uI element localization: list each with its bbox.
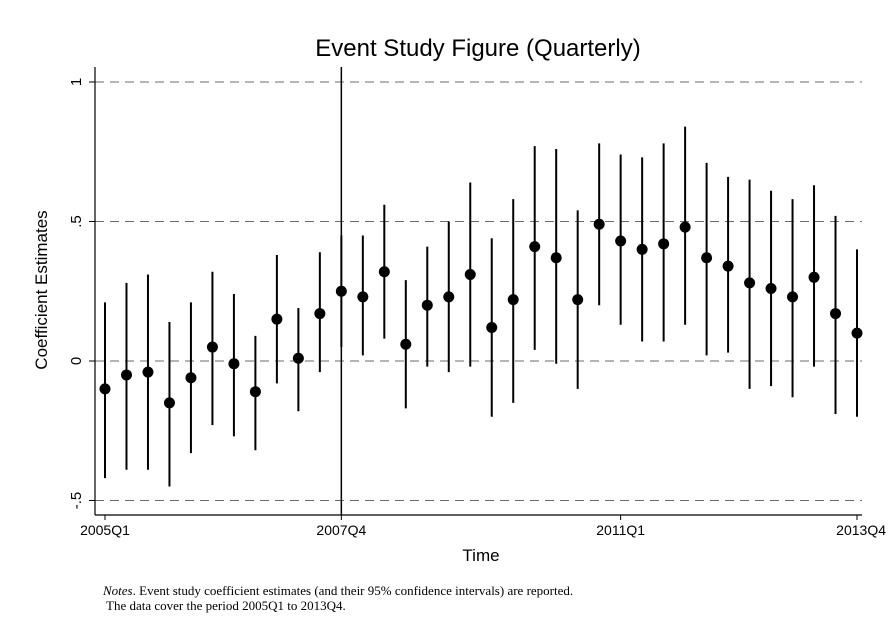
- point-estimate: [292, 352, 304, 364]
- point-estimate: [808, 271, 820, 283]
- gridlines: [95, 81, 862, 501]
- point-estimate: [228, 358, 240, 370]
- point-estimate: [486, 322, 498, 334]
- point-estimate: [615, 235, 627, 247]
- point-estimate: [271, 313, 283, 325]
- data-marks: [99, 126, 863, 487]
- point-estimate: [443, 291, 455, 303]
- notes-line-2: The data cover the period 2005Q1 to 2013…: [106, 598, 346, 613]
- point-estimate: [163, 397, 175, 409]
- point-estimate: [464, 269, 476, 281]
- point-estimate: [722, 260, 734, 272]
- notes-label: Notes: [103, 583, 133, 598]
- point-estimate: [830, 308, 842, 320]
- y-axis-label: Coefficient Estimates: [32, 210, 51, 369]
- point-estimate: [572, 294, 584, 306]
- point-estimate: [206, 341, 218, 353]
- point-estimate: [185, 372, 197, 384]
- point-estimate: [335, 285, 347, 297]
- point-estimate: [744, 277, 756, 289]
- y-tick-label: .5: [68, 215, 85, 228]
- point-estimate: [658, 238, 670, 250]
- y-tick-label: 1: [68, 78, 85, 86]
- chart-notes: Notes. Event study coefficient estimates…: [103, 583, 863, 613]
- point-estimate: [507, 294, 519, 306]
- point-estimate: [378, 266, 390, 278]
- x-tick-label: 2013Q4: [836, 522, 886, 538]
- notes-line-1: Notes. Event study coefficient estimates…: [103, 583, 863, 598]
- point-estimate: [765, 282, 777, 294]
- point-estimate: [679, 221, 691, 233]
- point-estimate: [400, 338, 412, 350]
- point-estimate: [550, 252, 562, 264]
- y-tick-label: 0: [68, 357, 85, 365]
- point-estimate: [142, 366, 154, 378]
- point-estimate: [701, 252, 713, 264]
- axes: 1 .5 0 -.5 2005Q1 2007Q4 2011Q1 2013Q4: [68, 67, 886, 538]
- x-tick-label: 2005Q1: [80, 522, 130, 538]
- point-estimate: [851, 327, 863, 339]
- point-estimate: [593, 218, 605, 230]
- point-estimate: [636, 243, 648, 255]
- point-estimate: [787, 291, 799, 303]
- x-tick-label: 2011Q1: [596, 522, 645, 538]
- y-tick-label: -.5: [68, 492, 85, 510]
- chart-title: Event Study Figure (Quarterly): [315, 35, 640, 62]
- point-estimate: [120, 369, 132, 381]
- point-estimate: [249, 386, 261, 398]
- point-estimate: [357, 291, 369, 303]
- point-estimate: [529, 241, 541, 253]
- x-axis-label: Time: [462, 546, 499, 565]
- point-estimate: [99, 383, 111, 395]
- x-tick-label: 2007Q4: [316, 522, 366, 538]
- point-estimate: [314, 308, 326, 320]
- point-estimate: [421, 299, 433, 311]
- notes-text-1: . Event study coefficient estimates (and…: [132, 583, 574, 598]
